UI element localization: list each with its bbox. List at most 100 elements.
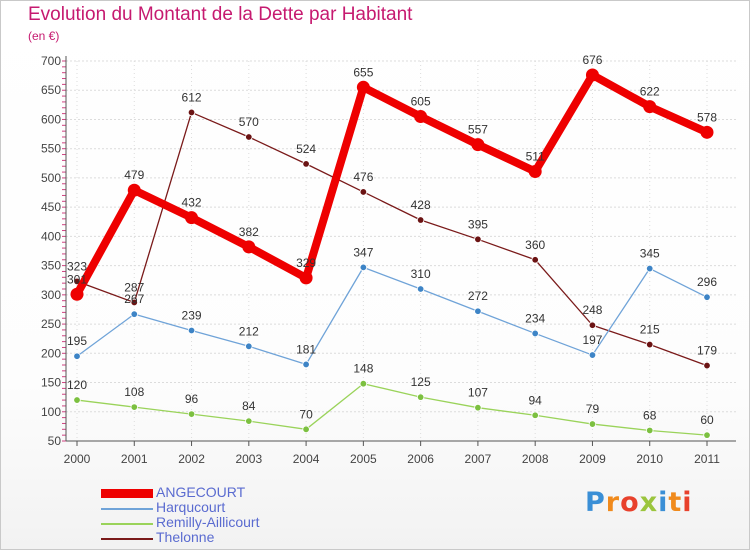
data-point-harqucourt	[187, 326, 196, 335]
data-point-angecourt	[528, 164, 542, 178]
data-label-thelonne: 215	[640, 323, 660, 337]
series-line-remilly-aillicourt	[76, 383, 708, 436]
data-label-angecourt: 655	[353, 65, 373, 79]
y-tick-label: 350	[41, 259, 61, 273]
data-point-remilly-aillicourt	[646, 426, 654, 435]
data-label-harqucourt: 212	[239, 324, 259, 338]
data-point-angecourt	[127, 183, 141, 197]
data-point-harqucourt	[130, 310, 138, 318]
y-tick-label: 200	[41, 346, 61, 360]
data-point-harqucourt	[359, 263, 368, 272]
data-label-harqucourt: 272	[468, 289, 488, 303]
data-point-angecourt	[585, 68, 599, 82]
y-tick-label: 450	[41, 200, 61, 214]
proxiti-logo: Proxiti	[585, 487, 693, 518]
legend-label-thelonne: Thelonne	[156, 529, 215, 545]
data-point-thelonne	[359, 188, 368, 196]
data-label-thelonne: 476	[353, 170, 373, 184]
data-point-thelonne	[474, 235, 482, 244]
y-tick-label: 400	[41, 229, 61, 243]
data-label-remilly-aillicourt: 84	[242, 399, 256, 413]
logo-letter: i	[658, 487, 669, 518]
data-point-remilly-aillicourt	[73, 396, 81, 404]
y-tick-label: 250	[41, 317, 61, 331]
y-tick-label: 500	[41, 171, 61, 185]
x-tick-label: 2000	[64, 452, 91, 466]
data-point-remilly-aillicourt	[187, 410, 196, 418]
data-label-remilly-aillicourt: 107	[468, 386, 488, 400]
data-label-thelonne: 524	[296, 142, 316, 156]
data-label-thelonne: 179	[697, 344, 717, 358]
data-point-angecourt	[643, 100, 657, 114]
data-label-thelonne: 612	[182, 90, 202, 104]
series-line-thelonne	[76, 111, 708, 367]
x-tick-label: 2005	[350, 452, 377, 466]
data-label-angecourt: 382	[239, 225, 259, 239]
data-label-remilly-aillicourt: 68	[643, 408, 657, 422]
data-point-remilly-aillicourt	[588, 420, 597, 428]
y-tick-label: 650	[41, 83, 61, 97]
y-tick-label: 150	[41, 376, 61, 390]
data-label-remilly-aillicourt: 96	[185, 392, 199, 406]
data-label-angecourt: 676	[582, 53, 602, 67]
logo-letter: o	[620, 487, 640, 518]
data-label-remilly-aillicourt: 60	[700, 413, 714, 427]
chart-title: Evolution du Montant de la Dette par Hab…	[28, 4, 413, 25]
data-point-harqucourt	[73, 352, 81, 360]
data-label-harqucourt: 195	[67, 334, 87, 348]
data-label-harqucourt: 239	[182, 309, 202, 323]
data-point-angecourt	[414, 110, 428, 124]
data-point-harqucourt	[245, 342, 253, 350]
legend-label-remilly-aillicourt: Remilly-Aillicourt	[156, 514, 260, 530]
series-thelonne: 323 287 612 570 524 476 428 395 360 248 215 179	[67, 90, 717, 370]
x-tick-label: 2006	[407, 452, 434, 466]
logo-letter: r	[605, 487, 621, 518]
data-point-remilly-aillicourt	[302, 425, 310, 434]
data-point-thelonne	[187, 108, 196, 117]
data-label-angecourt: 557	[468, 123, 488, 137]
series-harqucourt: 195 267 239 212 181 347 310 272 234 197 345 296	[67, 245, 717, 369]
data-point-thelonne	[646, 340, 654, 349]
x-tick-label: 2003	[235, 452, 262, 466]
data-label-thelonne: 570	[239, 115, 259, 129]
data-label-harqucourt: 197	[582, 333, 602, 347]
data-label-remilly-aillicourt: 120	[67, 378, 87, 392]
data-label-harqucourt: 234	[525, 311, 545, 325]
data-label-remilly-aillicourt: 125	[411, 375, 431, 389]
data-label-thelonne: 248	[582, 303, 602, 317]
data-point-angecourt	[242, 240, 256, 254]
data-point-thelonne	[531, 256, 539, 264]
y-tick-label: 300	[41, 288, 61, 302]
legend-swatch-remilly-aillicourt	[101, 523, 153, 525]
data-point-angecourt	[471, 138, 485, 152]
data-label-harqucourt: 310	[411, 267, 431, 281]
data-label-remilly-aillicourt: 148	[353, 362, 373, 376]
series-line-harqucourt	[76, 266, 708, 366]
data-label-harqucourt: 267	[124, 292, 144, 306]
data-label-angecourt: 432	[182, 196, 202, 210]
logo-letter: i	[682, 487, 693, 518]
data-point-angecourt	[356, 80, 370, 94]
data-label-angecourt: 479	[124, 168, 144, 182]
data-point-thelonne	[302, 160, 310, 168]
data-label-angecourt: 605	[411, 95, 431, 109]
series-layer: 3232876125705244764283953602482151791201…	[67, 53, 717, 439]
series-line-angecourt	[73, 71, 711, 299]
logo-letter: t	[668, 487, 683, 518]
data-point-remilly-aillicourt	[245, 417, 253, 425]
x-tick-label: 2010	[636, 452, 663, 466]
data-label-thelonne: 360	[525, 238, 545, 252]
legend-label-angecourt: ANGECOURT	[156, 484, 246, 500]
data-label-remilly-aillicourt: 94	[529, 393, 543, 407]
data-label-harqucourt: 296	[697, 275, 717, 289]
data-label-harqucourt: 181	[296, 342, 316, 356]
data-point-thelonne	[703, 361, 711, 370]
logo-letter: P	[585, 487, 606, 518]
data-label-thelonne: 395	[468, 217, 488, 231]
data-point-harqucourt	[703, 293, 711, 301]
data-point-remilly-aillicourt	[531, 411, 539, 419]
chart-unit-label: (en €)	[28, 29, 60, 43]
data-point-remilly-aillicourt	[474, 403, 482, 412]
